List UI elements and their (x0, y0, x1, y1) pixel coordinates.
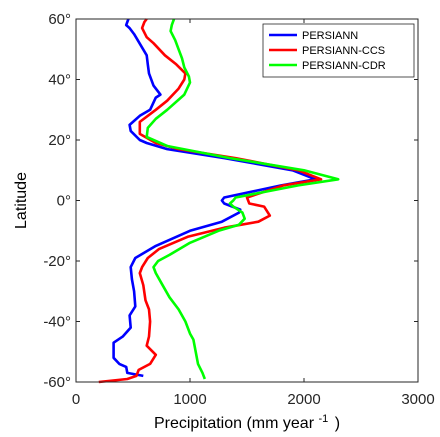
x-axis-label-superscript: -1 (318, 413, 328, 425)
plot-lines (98, 18, 340, 384)
x-tick-label: 3000 (401, 391, 434, 408)
x-tick-label: 0 (72, 391, 80, 408)
legend-label: PERSIANN-CCS (302, 45, 385, 57)
x-axis-label-main: Precipitation (mm year (154, 415, 315, 432)
y-tick-label: -20° (43, 253, 71, 270)
series-line-persiann (112, 18, 317, 378)
y-tick-label: 20° (48, 132, 71, 149)
x-tick-label: 2000 (287, 391, 320, 408)
y-tick-label: 60° (48, 11, 71, 28)
y-tick-label: 0° (57, 193, 71, 210)
series-line-persiann-ccs (98, 18, 323, 384)
series-line-persiann-cdr (145, 18, 340, 380)
y-tick-label: -60° (43, 374, 71, 391)
legend-label: PERSIANN-CDR (302, 60, 386, 72)
y-tick-label: -40° (43, 314, 71, 331)
axis-ticks: 0 1000 2000 3000 -60° -40° -20° 0° 20° 40° 60° (43, 11, 434, 408)
legend-label: PERSIANN (302, 30, 358, 42)
x-tick-label: 1000 (173, 391, 206, 408)
y-axis-label: Latitude (13, 172, 30, 229)
legend: PERSIANN PERSIANN-CCS PERSIANN-CDR (262, 23, 415, 78)
y-tick-label: 40° (48, 72, 71, 89)
x-axis-label: Precipitation (mm year -1 ) (154, 413, 340, 432)
x-axis-label-close: ) (335, 415, 340, 432)
